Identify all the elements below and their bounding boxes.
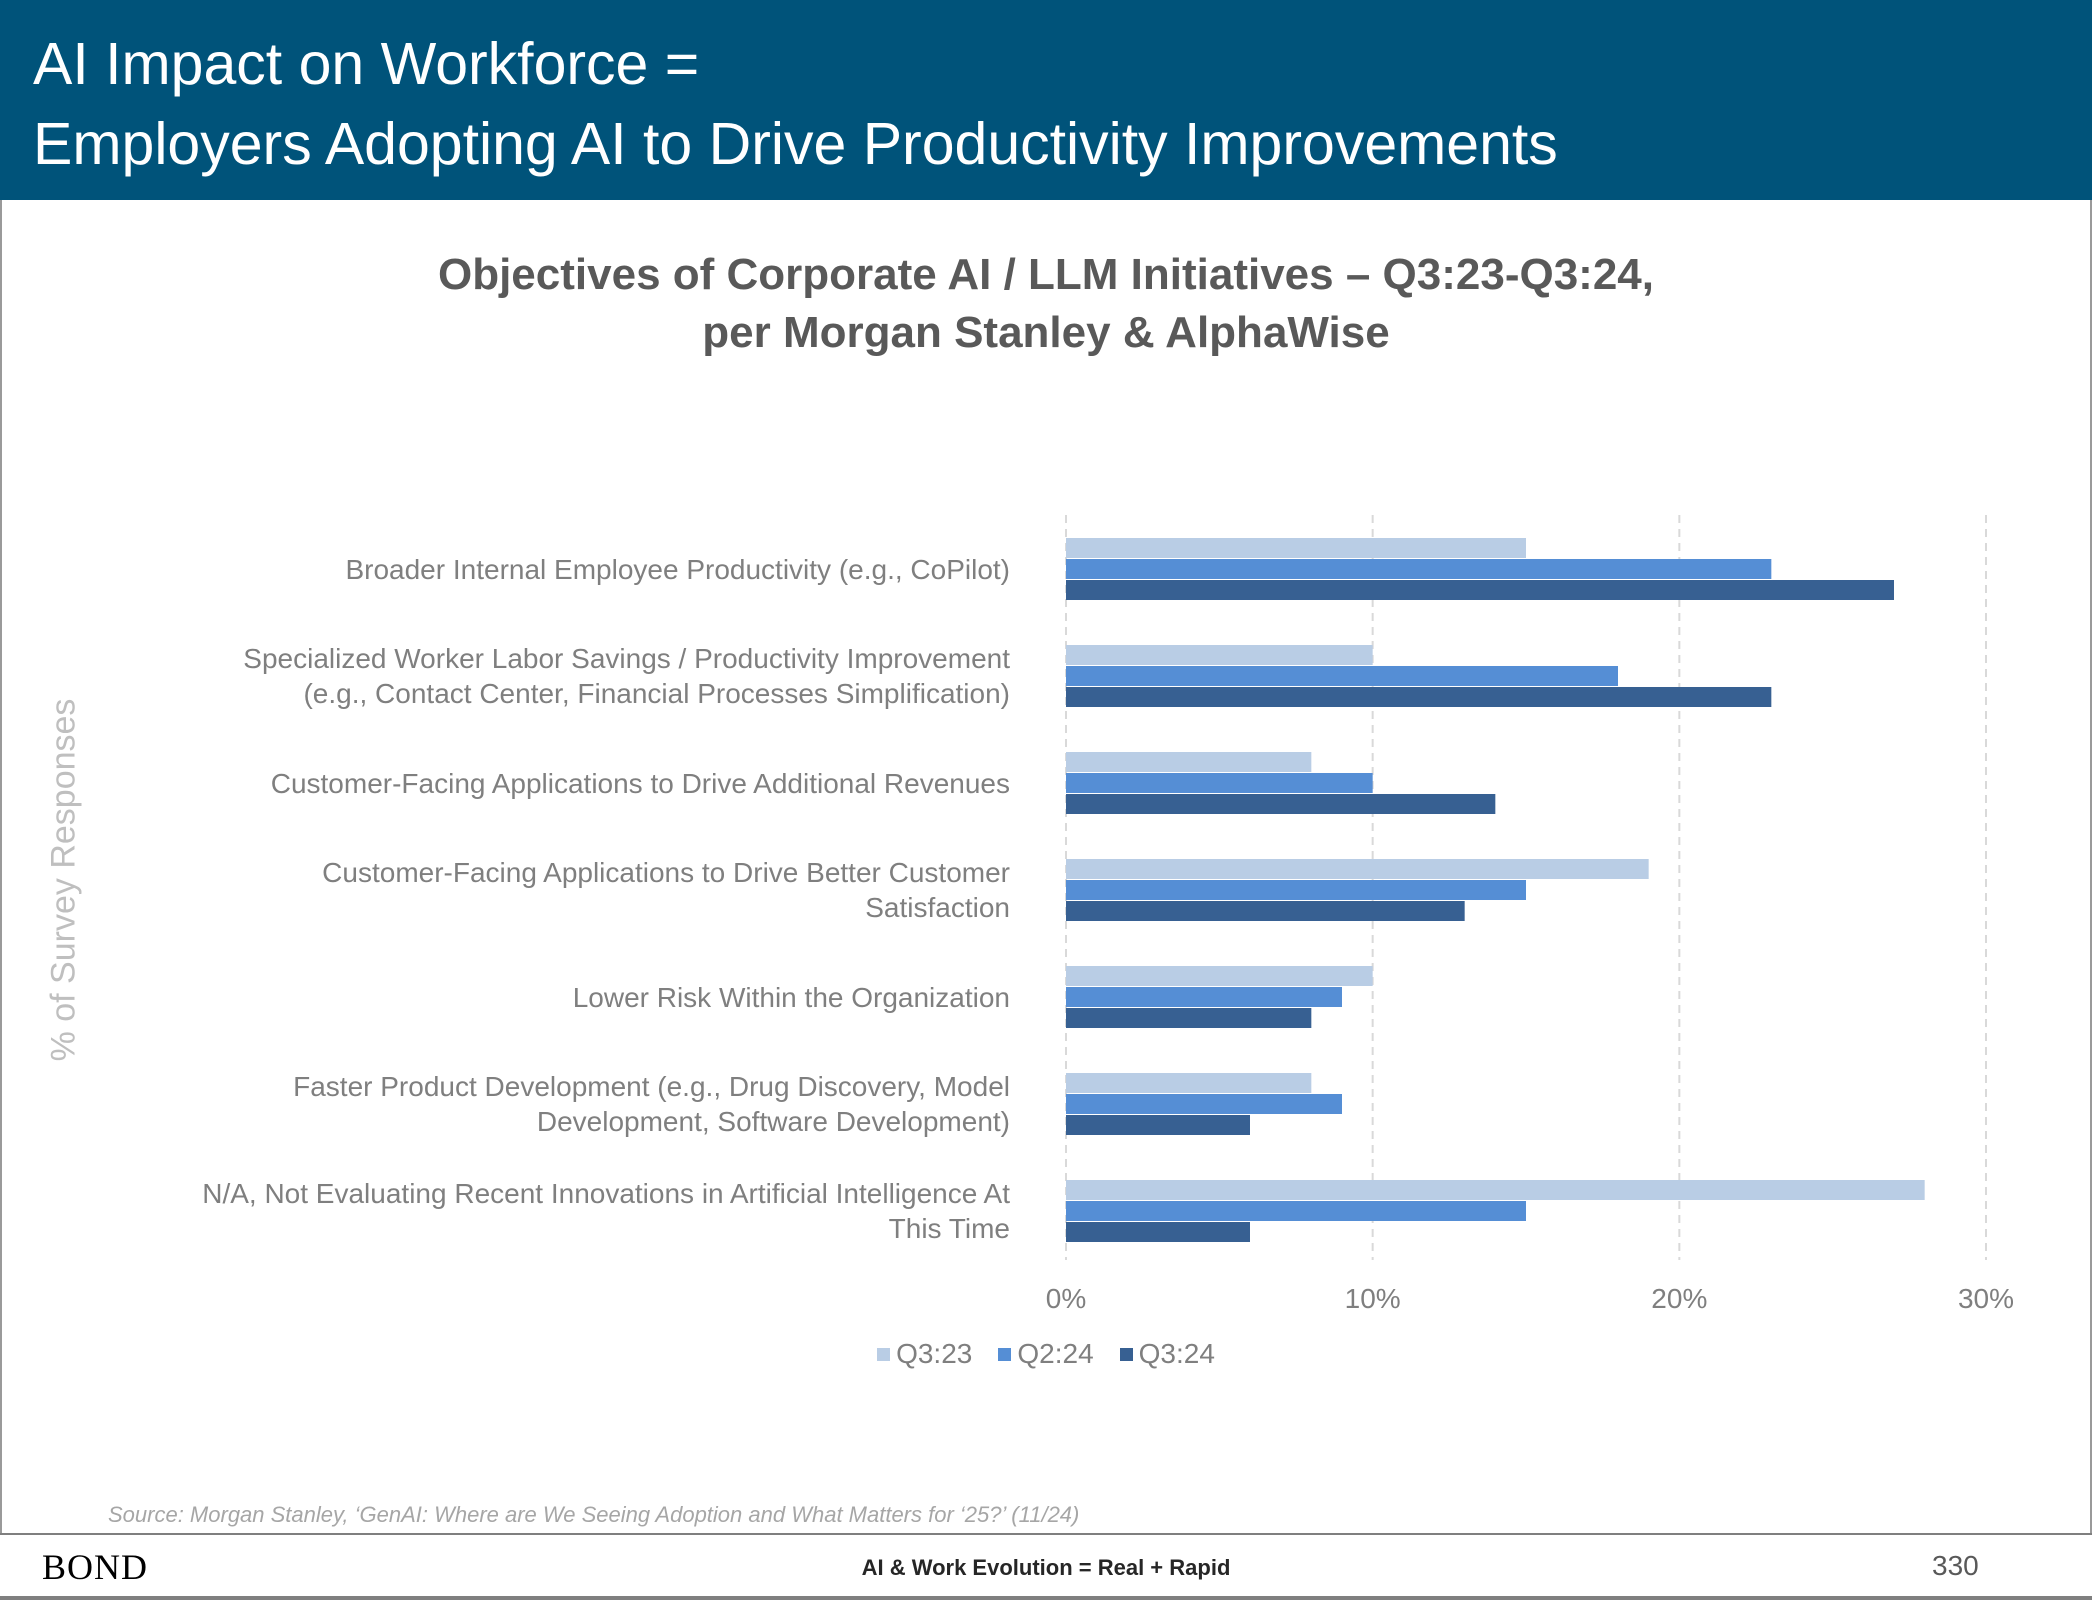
bar-q3-23-2: [1066, 752, 1312, 772]
bar-q3-24-0: [1066, 580, 1894, 600]
x-tick-label: 0%: [1046, 1283, 1086, 1314]
bar-q2-24-2: [1066, 773, 1373, 793]
frame-border-right: [2090, 200, 2092, 1533]
bar-q3-23-1: [1066, 645, 1373, 665]
legend-swatch: [998, 1347, 1012, 1361]
footer-caption: AI & Work Evolution = Real + Rapid: [861, 1555, 1231, 1580]
bar-q2-24-3: [1066, 880, 1526, 900]
source-note: Source: Morgan Stanley, ‘GenAI: Where ar…: [108, 1502, 1080, 1527]
bar-q3-24-6: [1066, 1222, 1250, 1242]
x-tick-label: 10%: [1345, 1283, 1401, 1314]
legend-swatch: [877, 1347, 891, 1361]
legend-item: Q3:23: [877, 1338, 972, 1370]
bar-q3-24-5: [1066, 1115, 1250, 1135]
slide-title-line-2: Employers Adopting AI to Drive Productiv…: [33, 111, 1558, 177]
x-tick-label: 20%: [1651, 1283, 1707, 1314]
bar-q3-24-2: [1066, 794, 1496, 814]
chart-subtitle: per Morgan Stanley & AlphaWise: [702, 308, 1390, 357]
page-number: 330: [1932, 1550, 1979, 1581]
bar-q3-23-3: [1066, 859, 1649, 879]
legend-item: Q3:24: [1119, 1338, 1215, 1370]
category-label: Broader Internal Employee Productivity (…: [345, 553, 1010, 585]
bar-q3-24-3: [1066, 901, 1465, 921]
bar-q3-24-1: [1066, 687, 1772, 707]
category-label: Customer-Facing Applications to Drive Ad…: [270, 767, 1010, 799]
bar-q2-24-6: [1066, 1201, 1526, 1221]
category-label: Lower Risk Within the Organization: [572, 981, 1010, 1013]
bar-q3-24-4: [1066, 1008, 1312, 1028]
legend-label: Q2:24: [1017, 1338, 1094, 1369]
bar-q2-24-0: [1066, 559, 1772, 579]
bar-q3-23-0: [1066, 538, 1526, 558]
footer-bottom-border: [0, 1596, 2092, 1600]
footer-divider: [0, 1533, 2092, 1535]
category-label: Specialized Worker Labor Savings / Produ…: [243, 643, 1010, 709]
bar-q3-23-6: [1066, 1180, 1925, 1200]
legend-swatch: [1119, 1347, 1133, 1361]
slide-header: AI Impact on Workforce = Employers Adopt…: [0, 0, 2092, 200]
chart-legend: Q3:23 Q2:24 Q3:24: [0, 1338, 2092, 1370]
slide-title-line-1: AI Impact on Workforce =: [33, 31, 700, 97]
legend-item: Q2:24: [998, 1338, 1094, 1370]
bar-q3-23-5: [1066, 1073, 1312, 1093]
chart-title: Objectives of Corporate AI / LLM Initiat…: [437, 250, 1654, 299]
bar-q2-24-1: [1066, 666, 1618, 686]
bar-q3-23-4: [1066, 966, 1373, 986]
bar-q2-24-5: [1066, 1094, 1342, 1114]
category-label: Customer-Facing Applications to Drive Be…: [322, 857, 1010, 923]
category-label: Faster Product Development (e.g., Drug D…: [293, 1071, 1010, 1137]
legend-label: Q3:23: [896, 1338, 973, 1369]
legend-label: Q3:24: [1138, 1338, 1215, 1369]
bond-logo: BOND: [42, 1547, 149, 1587]
x-tick-label: 30%: [1958, 1283, 2014, 1314]
bar-q2-24-4: [1066, 987, 1342, 1007]
category-label: N/A, Not Evaluating Recent Innovations i…: [202, 1178, 1010, 1244]
frame-border-left: [0, 200, 2, 1533]
